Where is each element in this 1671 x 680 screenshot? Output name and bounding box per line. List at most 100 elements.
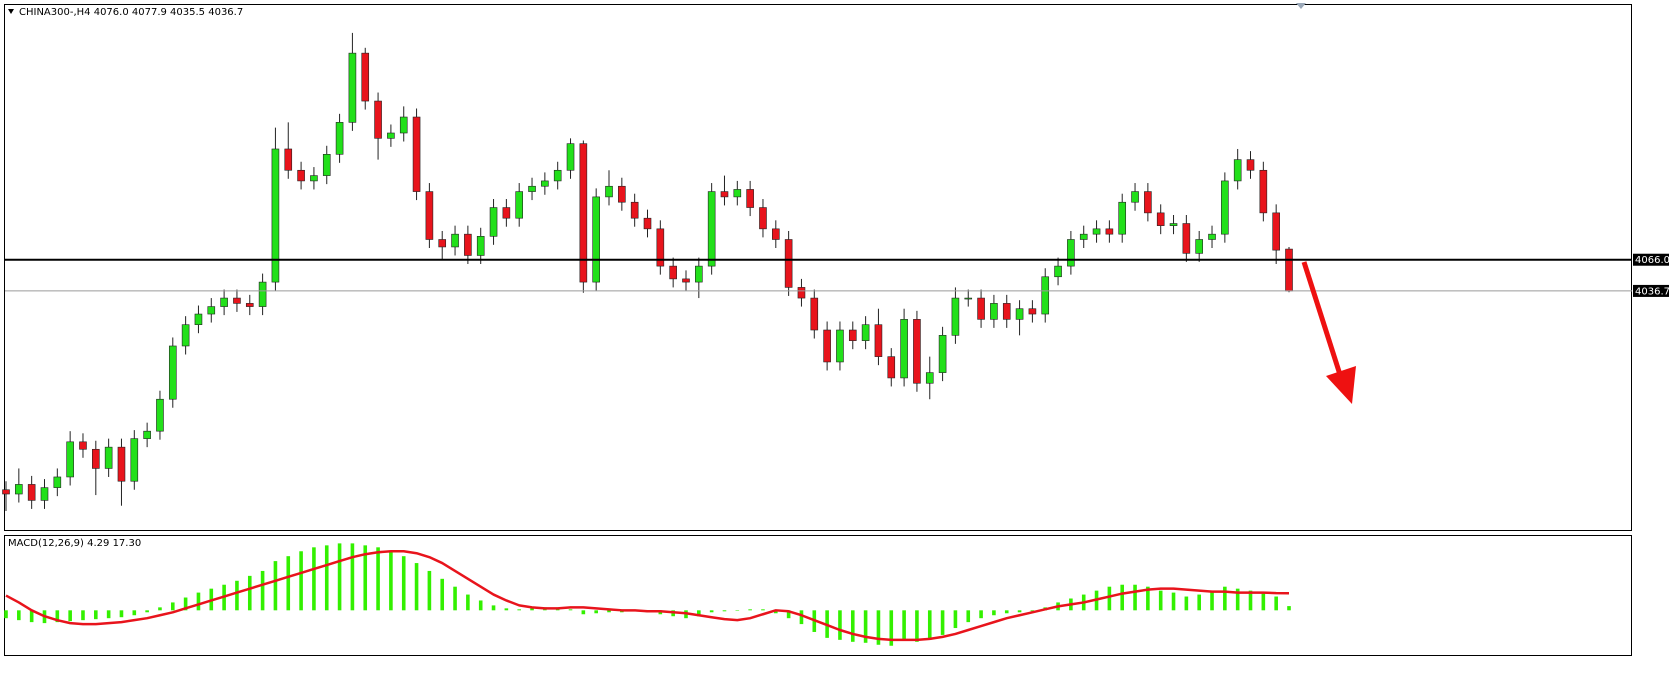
candle-body-up: [900, 319, 908, 379]
macd-bar: [748, 609, 752, 611]
macd-bar: [235, 580, 239, 611]
candle-body-down: [1182, 223, 1191, 254]
macd-bar: [915, 610, 919, 642]
arrow-shaft: [1301, 261, 1346, 385]
candle-body-up: [387, 132, 395, 139]
macd-bar: [1197, 594, 1201, 611]
macd-bar: [247, 575, 252, 611]
candle-body-up: [1221, 180, 1229, 235]
macd-bar: [722, 610, 727, 612]
text-layer: CHINA300-,H4 4076.0 4077.9 4035.5 4036.7…: [8, 3, 1670, 549]
macd-bar: [568, 609, 573, 611]
macd-bar: [607, 610, 611, 613]
candle-body-down: [874, 324, 883, 357]
candle-body-down: [579, 143, 588, 283]
macd-signal-line: [5, 550, 1290, 642]
macd-bar: [1287, 606, 1291, 611]
candle-body-up: [335, 122, 344, 155]
candle-body-down: [425, 191, 434, 240]
macd-bar: [299, 551, 303, 611]
candle-body-down: [92, 448, 100, 469]
candle-body-down: [746, 189, 754, 208]
macd-bar: [401, 556, 406, 611]
macd-bar: [106, 610, 111, 619]
macd-bar: [337, 543, 342, 611]
macd-bar: [1235, 588, 1240, 611]
candle-body-up: [695, 265, 703, 283]
macd-bar: [29, 610, 34, 623]
macd-bar: [1146, 586, 1150, 611]
candle-body-up: [40, 487, 49, 501]
candle-body-down: [1028, 308, 1037, 315]
candle-body-up: [310, 175, 318, 182]
candle-body-up: [168, 345, 177, 400]
candle-body-down: [1156, 212, 1165, 226]
candle-body-down: [618, 185, 626, 203]
candle-body-down: [233, 297, 241, 304]
macd-bar: [132, 610, 137, 616]
macd-bar: [876, 610, 881, 645]
macd-bar: [68, 610, 72, 622]
macd-bar: [1107, 586, 1112, 611]
candle-body-up: [207, 306, 216, 315]
macd-bar: [927, 610, 932, 640]
macd-bar: [966, 610, 971, 623]
candle-body-down: [412, 116, 421, 192]
candle-body-up: [733, 189, 742, 198]
macd-bar: [170, 602, 175, 611]
macd-bar: [850, 610, 855, 642]
candle-body-down: [245, 303, 254, 307]
macd-bar: [786, 610, 791, 619]
menu-triangle[interactable]: [8, 9, 14, 14]
candle-body-down: [1002, 303, 1011, 320]
macd-bar: [119, 610, 124, 618]
candle-body-down: [810, 297, 819, 331]
macd-bar: [389, 551, 393, 611]
macd-bar: [979, 610, 983, 619]
candle-body-up: [489, 207, 498, 237]
candle-body-up: [861, 324, 870, 341]
candle-body-down: [1105, 228, 1114, 235]
main-panel-frame: [4, 4, 1632, 531]
macd-bar: [799, 610, 804, 625]
candle-body-up: [951, 297, 960, 336]
candle-body-up: [181, 324, 190, 347]
candle-body-down: [2, 489, 10, 495]
candle-body-up: [220, 297, 228, 307]
candle-body-down: [771, 228, 780, 240]
candle-body-down: [1144, 191, 1152, 214]
macd-bar: [953, 610, 958, 629]
macd-bar: [145, 610, 149, 613]
arrow-head: [1326, 366, 1356, 404]
candle-body-up: [258, 281, 267, 307]
macd-bar: [774, 610, 778, 614]
shift-marker[interactable]: [1296, 3, 1306, 9]
candle-body-up: [53, 476, 62, 488]
macd-bar: [453, 586, 457, 611]
macd-bar: [4, 610, 8, 619]
macd-bar: [196, 592, 201, 611]
candle-body-up: [553, 169, 562, 182]
macd-bar: [1158, 590, 1163, 611]
macd-bar: [414, 563, 419, 611]
candle-body-down: [1259, 169, 1268, 214]
candle-body-up: [925, 372, 934, 384]
macd-bar: [324, 545, 329, 611]
macd-bar: [697, 610, 701, 617]
macd-bar: [838, 610, 842, 640]
candle-body-down: [297, 169, 305, 182]
macd-bar: [312, 547, 316, 611]
candle-body-down: [1272, 212, 1280, 251]
candle-body-up: [143, 430, 151, 439]
candle-body-up: [1079, 233, 1088, 240]
macd-bar: [530, 608, 534, 611]
macd-bar: [1184, 596, 1189, 611]
candle-body-up: [476, 235, 485, 256]
candle-body-up: [1067, 239, 1075, 267]
macd-bar: [466, 594, 470, 611]
marks-layer: [2, 32, 1632, 646]
macd-bar: [594, 610, 598, 614]
macd-bar: [350, 543, 355, 611]
